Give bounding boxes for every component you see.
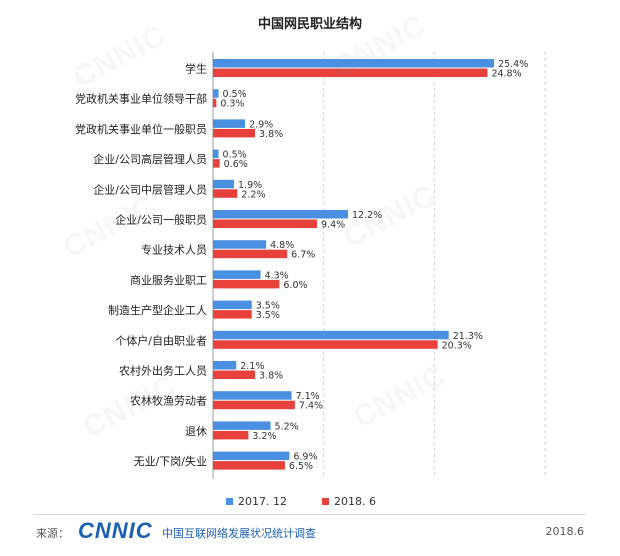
legend-label: 2017. 12 (238, 495, 287, 508)
bar-2018-6 (213, 340, 438, 349)
data-label: 7.1% (296, 391, 320, 402)
chart-title: 中国网民职业结构 (258, 16, 362, 32)
bar-2018-6 (213, 159, 220, 168)
bar-2017-12 (213, 391, 292, 400)
footer: 来源： CNNIC 中国互联网络发展状况统计调查 2018.6 (34, 514, 586, 545)
data-label: 9.4% (321, 220, 345, 231)
data-label: 6.5% (289, 461, 313, 472)
category-label: 专业技术人员 (141, 243, 207, 257)
category-label: 学生 (185, 62, 207, 76)
legend-label: 2018. 6 (334, 495, 376, 508)
chart-legend: 2017. 12 2018. 6 (226, 495, 376, 508)
report-date: 2018.6 (545, 525, 585, 538)
bar-2017-12 (213, 210, 349, 219)
cnnic-logo: CNNIC (78, 518, 153, 543)
data-label: 3.2% (252, 431, 276, 442)
bar-2018-6 (213, 249, 288, 259)
bar-2018-6 (213, 461, 285, 470)
bar-2017-12 (213, 361, 237, 370)
source-label: 来源： (36, 527, 69, 540)
bar-2018-6 (213, 400, 295, 410)
category-label: 个体户/自由职业者 (115, 333, 207, 347)
bar-2017-12 (213, 89, 219, 98)
data-label: 0.5% (223, 89, 247, 100)
data-label: 6.0% (283, 280, 307, 291)
data-label: 4.8% (270, 240, 294, 251)
data-label: 24.8% (491, 69, 521, 80)
category-label: 无业/下岗/失业 (134, 455, 207, 468)
data-label: 5.2% (275, 421, 299, 432)
data-label: 3.8% (259, 129, 283, 140)
bar-2017-12 (213, 421, 271, 430)
bar-2018-6 (213, 189, 238, 198)
data-label: 20.3% (442, 340, 472, 351)
bar-2017-12 (213, 59, 495, 68)
source-organization: 中国互联网络发展状况统计调查 (162, 527, 316, 540)
data-label: 7.4% (299, 401, 323, 412)
bar-2018-6 (213, 98, 217, 108)
data-label: 2.2% (241, 189, 265, 200)
bar-2018-6 (213, 128, 256, 138)
category-label: 商业服务业职工 (130, 273, 207, 287)
bar-2018-6 (213, 219, 318, 228)
legend-swatch (226, 498, 233, 505)
bar-2017-12 (213, 330, 449, 340)
bar-2018-6 (213, 68, 488, 77)
bar-2017-12 (213, 119, 246, 128)
bar-2017-12 (213, 270, 261, 279)
data-label: 4.3% (265, 270, 289, 281)
data-label: 2.1% (240, 361, 264, 372)
bar-2018-6 (213, 370, 256, 379)
data-label: 6.7% (291, 250, 315, 261)
bar-2017-12 (213, 451, 290, 461)
category-label: 农村外出务工人员 (119, 364, 207, 378)
category-label: 农林牧渔劳动者 (130, 394, 207, 408)
data-label: 0.5% (223, 150, 247, 161)
category-label: 企业/公司高层管理人员 (93, 152, 207, 166)
data-label: 1.9% (238, 180, 262, 191)
category-label: 党政机关事业单位一般职员 (75, 122, 207, 136)
bar-2018-6 (213, 279, 280, 289)
bar-2017-12 (213, 149, 219, 159)
bar-2018-6 (213, 310, 252, 319)
category-label: 党政机关事业单位领导干部 (75, 92, 207, 106)
category-label: 制造生产型企业工人 (108, 303, 207, 317)
category-label: 企业/公司中层管理人员 (93, 182, 207, 196)
data-label: 12.2% (352, 210, 382, 221)
chart-bars: 学生 25.4%24.8%党政机关事业单位领导干部 0.5%0.3%党政机关事业单位… (75, 59, 528, 472)
bar-2018-6 (213, 430, 249, 440)
data-label: 2.9% (249, 119, 273, 130)
data-label: 25.4% (498, 59, 528, 70)
category-label: 企业/公司一般职员 (115, 213, 207, 227)
data-label: 3.8% (259, 371, 283, 382)
data-label: 3.5% (256, 301, 280, 312)
data-label: 0.6% (224, 159, 248, 170)
data-label: 0.3% (220, 99, 244, 110)
bar-2017-12 (213, 179, 235, 189)
bar-2017-12 (213, 240, 267, 249)
bar-2017-12 (213, 300, 252, 310)
chart-grid (212, 52, 546, 479)
data-label: 21.3% (453, 331, 483, 342)
data-label: 6.9% (293, 452, 317, 463)
data-label: 3.5% (256, 310, 280, 321)
category-label: 退休 (185, 425, 207, 438)
legend-swatch (322, 498, 329, 505)
